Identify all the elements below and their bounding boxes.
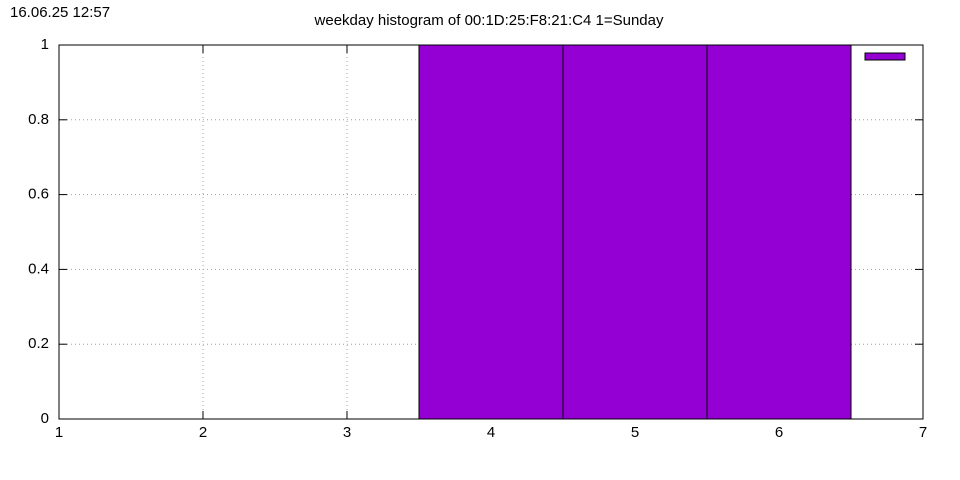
- y-tick-label: 1: [41, 36, 49, 53]
- legend-swatch: [864, 52, 906, 61]
- x-tick-label: 5: [631, 424, 639, 441]
- y-tick-label: 0: [41, 410, 49, 427]
- x-tick-label: 6: [775, 424, 783, 441]
- bar: [418, 44, 564, 420]
- timestamp: 16.06.25 12:57: [10, 4, 110, 21]
- bar: [562, 44, 708, 420]
- y-tick-label: 0.4: [28, 260, 49, 277]
- x-tick-label: 3: [343, 424, 351, 441]
- y-tick-label: 0.8: [28, 111, 49, 128]
- chart-title: weekday histogram of 00:1D:25:F8:21:C4 1…: [314, 12, 664, 29]
- y-tick-label: 0.6: [28, 186, 49, 203]
- x-tick-label: 2: [199, 424, 207, 441]
- y-tick-label: 0.2: [28, 335, 49, 352]
- x-tick-label: 7: [919, 424, 927, 441]
- plot-border: [58, 44, 924, 420]
- bar: [706, 44, 852, 420]
- x-tick-label: 1: [55, 424, 63, 441]
- x-tick-label: 4: [487, 424, 495, 441]
